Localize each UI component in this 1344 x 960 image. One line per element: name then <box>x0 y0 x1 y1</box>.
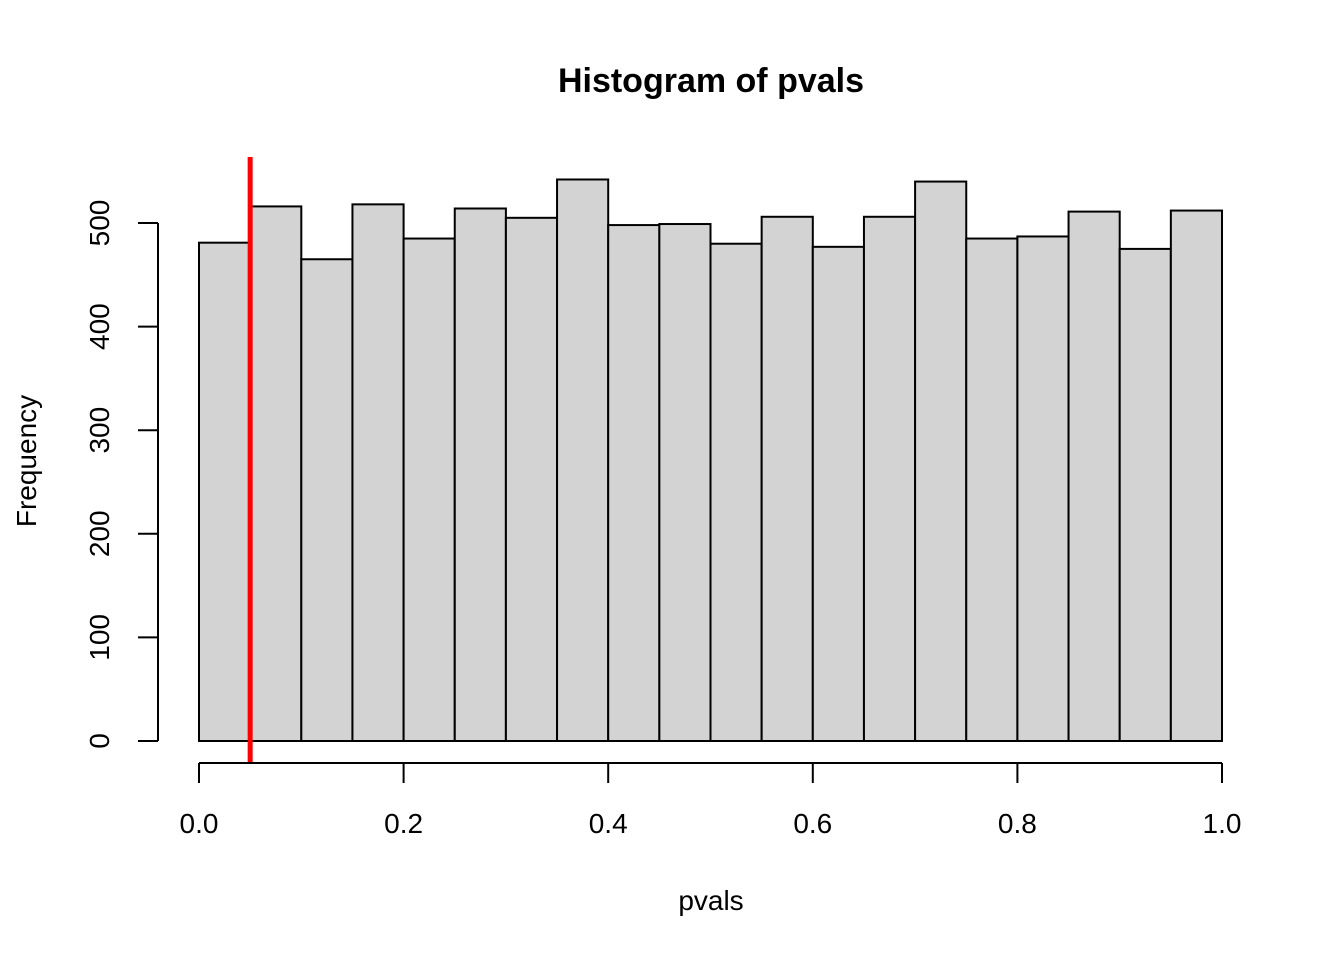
histogram-bar <box>1169 209 1223 742</box>
chart-title: Histogram of pvals <box>558 62 864 100</box>
histogram-bar <box>1118 247 1172 742</box>
x-tick-label: 0.6 <box>793 808 832 839</box>
x-tick-label: 0.0 <box>180 808 219 839</box>
x-tick-label: 0.2 <box>384 808 423 839</box>
histogram-bar <box>453 207 507 743</box>
histogram-bar <box>1067 210 1121 742</box>
x-tick-label: 1.0 <box>1203 808 1242 839</box>
x-axis-label: pvals <box>678 885 743 916</box>
y-tick-label: 400 <box>84 303 115 350</box>
histogram-bar <box>760 215 814 742</box>
bars-group <box>198 178 1223 743</box>
histogram-bar <box>402 237 456 742</box>
histogram-bar <box>556 178 610 743</box>
histogram-bar <box>1016 235 1070 743</box>
y-axis-label: Frequency <box>11 395 42 527</box>
x-axis: 0.0 0.2 0.4 0.6 0.8 1.0 <box>180 762 1242 839</box>
histogram-bar <box>249 205 303 742</box>
x-tick-label: 0.4 <box>589 808 628 839</box>
y-tick-label: 0 <box>84 733 115 749</box>
histogram-bar <box>914 180 968 742</box>
x-tick-label: 0.8 <box>998 808 1037 839</box>
histogram-bar <box>658 223 712 742</box>
y-tick-label: 300 <box>84 407 115 454</box>
histogram-bar <box>607 224 661 742</box>
histogram-bar <box>300 258 354 742</box>
histogram-bar <box>351 203 405 743</box>
histogram-bar <box>811 245 865 742</box>
y-axis: 0 100 200 300 400 500 <box>84 200 159 749</box>
histogram-bar <box>862 215 917 742</box>
histogram-bar <box>965 237 1019 742</box>
histogram-bar <box>709 242 763 742</box>
y-tick-label: 500 <box>84 200 115 247</box>
histogram-bar <box>198 241 252 743</box>
y-tick-label: 200 <box>84 510 115 557</box>
y-tick-label: 100 <box>84 614 115 661</box>
histogram-bar <box>504 216 559 742</box>
